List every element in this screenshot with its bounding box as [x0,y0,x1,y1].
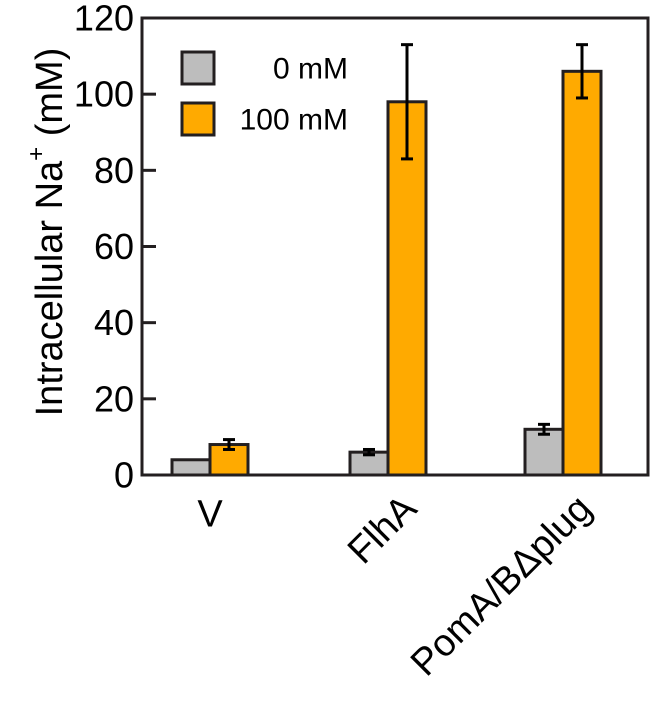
legend-label-100mm: 100 mM [240,104,348,137]
y-tick-label: 20 [94,378,134,419]
x-category-label: FlhA [340,487,425,572]
y-tick-label: 100 [74,74,134,115]
y-axis-title-main: Intracellular Na [29,160,71,416]
y-tick-label: 40 [94,302,134,343]
legend-swatch-0mm [180,50,216,86]
y-axis-title-sup: + [23,147,50,161]
y-tick-label: 120 [74,0,134,39]
bar-0mm-2 [523,427,565,477]
legend-swatch-100mm [180,101,216,137]
y-axis-title: Intracellular Na+ (mM) [23,48,71,417]
plot-frame [140,16,650,477]
y-tick-label: 0 [114,455,134,496]
y-tick-label: 80 [94,150,134,191]
x-category-label: V [197,493,223,535]
svg-text:Intracellular Na+ (mM): Intracellular Na+ (mM) [23,48,71,417]
bar-0mm-0 [170,458,212,477]
y-axis-title-unit: (mM) [29,48,71,147]
legend-label-0mm: 0 mM [273,53,348,86]
x-category-label: PomA/BΔplug [403,487,600,684]
bar-100mm-2 [561,69,603,477]
y-tick-label: 60 [94,226,134,267]
